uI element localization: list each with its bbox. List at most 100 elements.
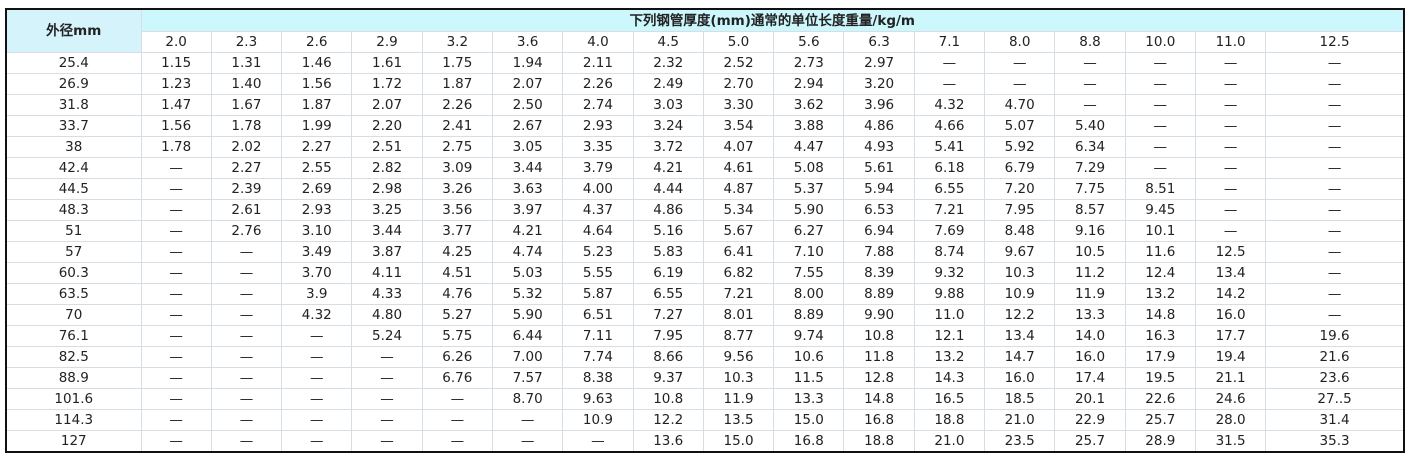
weight-cell: 3.20 (843, 73, 915, 95)
weight-cell: 3.96 (843, 94, 915, 116)
weight-cell: — (421, 409, 493, 431)
weight-cell: 4.47 (773, 136, 845, 158)
weight-cell: — (210, 367, 283, 389)
weight-cell: 2.94 (773, 73, 845, 95)
weight-cell: 2.41 (421, 115, 493, 137)
weight-cell: 5.41 (913, 136, 986, 158)
weight-cell: 8.39 (843, 262, 915, 284)
thickness-header: 7.1 (913, 31, 986, 53)
weight-cell: 9.67 (984, 241, 1056, 263)
weight-cell: 4.07 (702, 136, 775, 158)
weight-cell: 4.66 (913, 115, 986, 137)
weight-cell: 3.97 (491, 199, 564, 221)
weight-cell: 1.56 (140, 115, 212, 137)
weight-cell: — (281, 430, 353, 453)
weight-cell: 2.55 (281, 157, 353, 179)
weight-cell: 10.6 (773, 346, 845, 368)
weight-cell: 13.2 (1124, 283, 1196, 305)
thickness-header: 2.0 (140, 31, 212, 53)
diameter-cell: 60.3 (5, 262, 142, 284)
weight-cell: — (984, 73, 1056, 95)
weight-cell: 2.73 (773, 52, 845, 74)
weight-cell: 2.02 (210, 136, 283, 158)
weight-cell: 5.94 (843, 178, 915, 200)
thickness-row: 2.0 2.3 2.6 2.9 3.2 3.6 4.0 4.5 5.0 5.6 6.3 7.1 8.0 8… (6, 31, 1405, 53)
weight-cell: — (1265, 157, 1405, 179)
weight-cell: 13.4 (1194, 262, 1267, 284)
diameter-cell: 63.5 (5, 283, 142, 305)
weight-cell: 12.5 (1194, 241, 1267, 263)
weight-cell: 9.32 (913, 262, 986, 284)
weight-cell: 6.94 (843, 220, 915, 242)
data-row: 60.3— —3.70 4.11 4.51 5.03 5.55 6.19 6.82 7.55 8.… (5, 262, 1405, 284)
weight-cell: 8.51 (1124, 178, 1196, 200)
weight-cell: — (210, 241, 283, 263)
weight-cell: 7.21 (702, 283, 775, 305)
weight-cell: 5.08 (773, 157, 845, 179)
weight-cell: — (351, 388, 423, 410)
weight-cell: 5.83 (632, 241, 704, 263)
diameter-cell: 48.3 (5, 199, 142, 221)
weight-cell: 4.25 (421, 241, 493, 263)
data-row: 25.4 1.15 1.31 1.46 1.61 1.75 1.94 2.11 2.32 2.52… (5, 52, 1405, 74)
weight-cell: — (281, 409, 353, 431)
weight-cell: 2.07 (351, 94, 423, 116)
diameter-cell: 76.1 (5, 325, 142, 347)
weight-cell: 19.5 (1124, 367, 1196, 389)
weight-cell: 16.5 (913, 388, 986, 410)
weight-cell: 4.21 (632, 157, 704, 179)
weight-cell: 11.5 (773, 367, 845, 389)
weight-cell: — (140, 220, 212, 242)
weight-cell: — (210, 262, 283, 284)
thickness-header: 2.6 (281, 31, 353, 53)
weight-cell: 7.57 (491, 367, 564, 389)
weight-cell: — (1265, 199, 1405, 221)
thickness-header: 5.0 (702, 31, 775, 53)
data-row: 33.7 1.56 1.78 1.99 2.20 2.41 2.67 2.93 3.24 3.54… (5, 115, 1405, 137)
weight-cell: 3.9 (281, 283, 353, 305)
weight-cell: 2.52 (702, 52, 775, 74)
weight-cell: — (140, 241, 212, 263)
weight-cell: 14.3 (913, 367, 986, 389)
data-row: 31.8 1.47 1.67 1.87 2.07 2.26 2.50 2.74 3.03 3.30… (5, 94, 1405, 116)
weight-cell: 5.27 (421, 304, 493, 326)
weight-cell: — (210, 304, 283, 326)
weight-cell: 10.1 (1124, 220, 1196, 242)
diameter-cell: 127 (5, 430, 142, 453)
thickness-header: 11.0 (1194, 31, 1267, 53)
weight-cell: — (1265, 73, 1405, 95)
weight-cell: 17.4 (1054, 367, 1126, 389)
weight-cell: — (1265, 115, 1405, 137)
weight-cell: 8.00 (773, 283, 845, 305)
weight-cell: 5.92 (984, 136, 1056, 158)
thickness-header: 4.5 (632, 31, 704, 53)
weight-cell: 35.3 (1265, 430, 1405, 453)
weight-cell: 11.0 (913, 304, 986, 326)
weight-cell: 22.9 (1054, 409, 1126, 431)
weight-cell: — (1124, 157, 1196, 179)
weight-cell: 12.1 (913, 325, 986, 347)
weight-cell: — (281, 325, 353, 347)
weight-cell: 8.01 (702, 304, 775, 326)
weight-cell: 6.76 (421, 367, 493, 389)
weight-cell: 10.3 (702, 367, 775, 389)
weight-cell: 27..5 (1265, 388, 1405, 410)
weight-cell: — (351, 409, 423, 431)
weight-cell: — (984, 52, 1056, 74)
weight-cell: 11.8 (843, 346, 915, 368)
thickness-header: 8.8 (1054, 31, 1126, 53)
weight-cell: — (281, 346, 353, 368)
diameter-cell: 88.9 (5, 367, 142, 389)
weight-cell: 4.51 (421, 262, 493, 284)
weight-cell: 3.44 (491, 157, 564, 179)
weight-cell: 6.55 (913, 178, 986, 200)
weight-cell: 5.87 (562, 283, 634, 305)
weight-cell: 3.30 (702, 94, 775, 116)
weight-cell: — (1124, 94, 1196, 116)
weight-cell: 7.74 (562, 346, 634, 368)
weight-cell: — (1054, 52, 1126, 74)
weight-cell: 6.82 (702, 262, 775, 284)
weight-cell: — (210, 388, 283, 410)
data-row: 26.9 1.23 1.40 1.56 1.72 1.87 2.07 2.26 2.49 2.70… (5, 73, 1405, 95)
weight-cell: 2.49 (632, 73, 704, 95)
